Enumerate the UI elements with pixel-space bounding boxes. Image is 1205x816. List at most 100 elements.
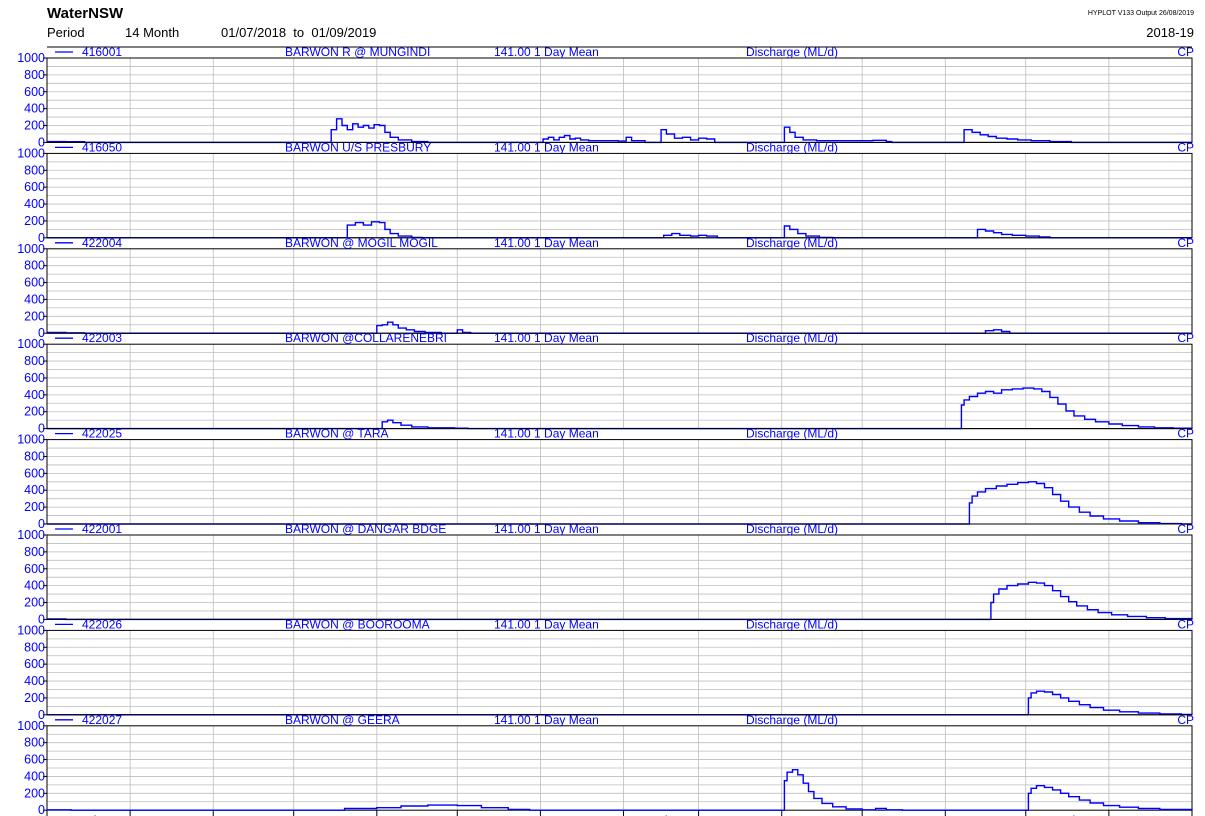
datum-aggregation: 141.00 1 Day Mean xyxy=(494,522,599,536)
y-tick-label: 400 xyxy=(24,388,45,402)
variable-label: Discharge (ML/d) xyxy=(746,140,838,154)
y-tick-label: 200 xyxy=(24,691,45,705)
panel-422001: 0 200 400 600 800 1000 422001 BARWON @ DANGAR B… xyxy=(17,522,1194,626)
station-id: 422027 xyxy=(82,713,122,727)
y-tick-label: 1000 xyxy=(17,433,45,447)
series-422025 xyxy=(47,481,1192,525)
datum-aggregation: 141.00 1 Day Mean xyxy=(494,617,599,631)
date-range: 01/07/2018 to 01/09/2019 xyxy=(221,25,377,40)
series-422004 xyxy=(47,321,1192,334)
series-416050 xyxy=(47,221,1192,239)
station-id: 422004 xyxy=(82,236,122,250)
x-month-label: May xyxy=(892,814,916,816)
period-value: 14 Month xyxy=(125,25,180,40)
y-tick-label: 0 xyxy=(38,231,45,245)
quality-flag: CP xyxy=(1177,236,1194,250)
y-tick-label: 1000 xyxy=(17,242,45,256)
y-tick-label: 400 xyxy=(24,674,45,688)
y-tick-label: 200 xyxy=(24,786,45,800)
quality-flag: CP xyxy=(1177,617,1194,631)
quality-flag: CP xyxy=(1177,713,1194,727)
y-tick-label: 1000 xyxy=(17,719,45,733)
station-name: BARWON @ MOGIL MOGIL xyxy=(285,236,438,250)
station-name: BARWON @ DANGAR BDGE xyxy=(285,522,446,536)
x-month-label: Jul xyxy=(1059,814,1075,816)
variable-label: Discharge (ML/d) xyxy=(746,45,838,59)
panel-416050: 0 200 400 600 800 1000 416050 BARWON U/S PRESBU… xyxy=(17,140,1194,244)
y-tick-label: 1000 xyxy=(17,528,45,542)
y-tick-label: 0 xyxy=(38,517,45,531)
software-version: HYPLOT V133 Output 26/08/2019 xyxy=(1087,10,1194,17)
y-tick-label: 800 xyxy=(24,449,45,463)
y-tick-label: 200 xyxy=(24,119,45,133)
y-tick-label: 1000 xyxy=(17,146,45,160)
variable-label: Discharge (ML/d) xyxy=(746,236,838,250)
y-tick-label: 800 xyxy=(24,640,45,654)
panel-422027: 0 200 400 600 800 1000 422027 BARWON @ GEERA 141… xyxy=(17,713,1194,816)
quality-flag: CP xyxy=(1177,140,1194,154)
series-416001 xyxy=(47,118,1192,144)
y-tick-label: 600 xyxy=(24,371,45,385)
x-month-label: Jul xyxy=(81,814,97,816)
y-tick-label: 600 xyxy=(24,276,45,290)
water-year: 2018-19 xyxy=(1146,25,1194,40)
y-tick-label: 400 xyxy=(24,579,45,593)
station-name: BARWON @ TARA xyxy=(285,427,389,441)
y-tick-label: 0 xyxy=(38,803,45,816)
station-id: 422025 xyxy=(82,427,122,441)
period-label: Period xyxy=(47,25,85,40)
y-tick-label: 200 xyxy=(24,214,45,228)
quality-flag: CP xyxy=(1177,45,1194,59)
panel-416001: 0 200 400 600 800 1000 416001 BARWON R @ MUNGIN… xyxy=(17,45,1194,149)
x-month-label: Jan xyxy=(572,814,592,816)
variable-label: Discharge (ML/d) xyxy=(746,331,838,345)
y-tick-label: 600 xyxy=(24,180,45,194)
y-tick-label: 1000 xyxy=(17,623,45,637)
y-tick-label: 0 xyxy=(38,422,45,436)
y-tick-label: 400 xyxy=(24,197,45,211)
y-tick-label: 0 xyxy=(38,708,45,722)
variable-label: Discharge (ML/d) xyxy=(746,713,838,727)
y-tick-label: 1000 xyxy=(17,337,45,351)
y-tick-label: 0 xyxy=(38,612,45,626)
variable-label: Discharge (ML/d) xyxy=(746,427,838,441)
datum-aggregation: 141.00 1 Day Mean xyxy=(494,713,599,727)
station-name: BARWON R @ MUNGINDI xyxy=(285,45,430,59)
station-id: 422003 xyxy=(82,331,122,345)
station-name: BARWON U/S PRESBURY xyxy=(285,140,431,154)
y-tick-label: 1000 xyxy=(17,51,45,65)
station-name: BARWON @ BOOROOMA xyxy=(285,617,430,631)
y-tick-label: 800 xyxy=(24,68,45,82)
y-tick-label: 200 xyxy=(24,500,45,514)
station-name: BARWON @COLLARENEBRI xyxy=(285,331,447,345)
datum-aggregation: 141.00 1 Day Mean xyxy=(494,45,599,59)
y-tick-label: 400 xyxy=(24,769,45,783)
station-id: 422026 xyxy=(82,617,122,631)
y-tick-label: 0 xyxy=(38,326,45,340)
y-tick-label: 600 xyxy=(24,753,45,767)
x-month-label: Jun xyxy=(975,814,995,816)
y-tick-label: 800 xyxy=(24,163,45,177)
x-month-label: Dec xyxy=(488,814,510,816)
variable-label: Discharge (ML/d) xyxy=(746,617,838,631)
y-tick-label: 600 xyxy=(24,85,45,99)
x-month-label: Mar xyxy=(729,814,751,816)
org-title: WaterNSW xyxy=(47,5,124,22)
y-tick-label: 600 xyxy=(24,466,45,480)
quality-flag: CP xyxy=(1177,427,1194,441)
y-tick-label: 800 xyxy=(24,736,45,750)
series-422026 xyxy=(47,690,1193,716)
panel-422004: 0 200 400 600 800 1000 422004 BARWON @ MOGIL MO… xyxy=(17,236,1194,340)
y-tick-label: 400 xyxy=(24,102,45,116)
panel-422026: 0 200 400 600 800 1000 422026 BARWON @ BOOROOMA… xyxy=(17,617,1194,721)
y-tick-label: 400 xyxy=(24,483,45,497)
y-tick-label: 600 xyxy=(24,562,45,576)
station-id: 416001 xyxy=(82,45,122,59)
datum-aggregation: 141.00 1 Day Mean xyxy=(494,427,599,441)
x-month-label: Sep xyxy=(242,814,264,816)
y-tick-label: 800 xyxy=(24,259,45,273)
quality-flag: CP xyxy=(1177,331,1194,345)
y-tick-label: 400 xyxy=(24,292,45,306)
y-tick-label: 200 xyxy=(24,405,45,419)
